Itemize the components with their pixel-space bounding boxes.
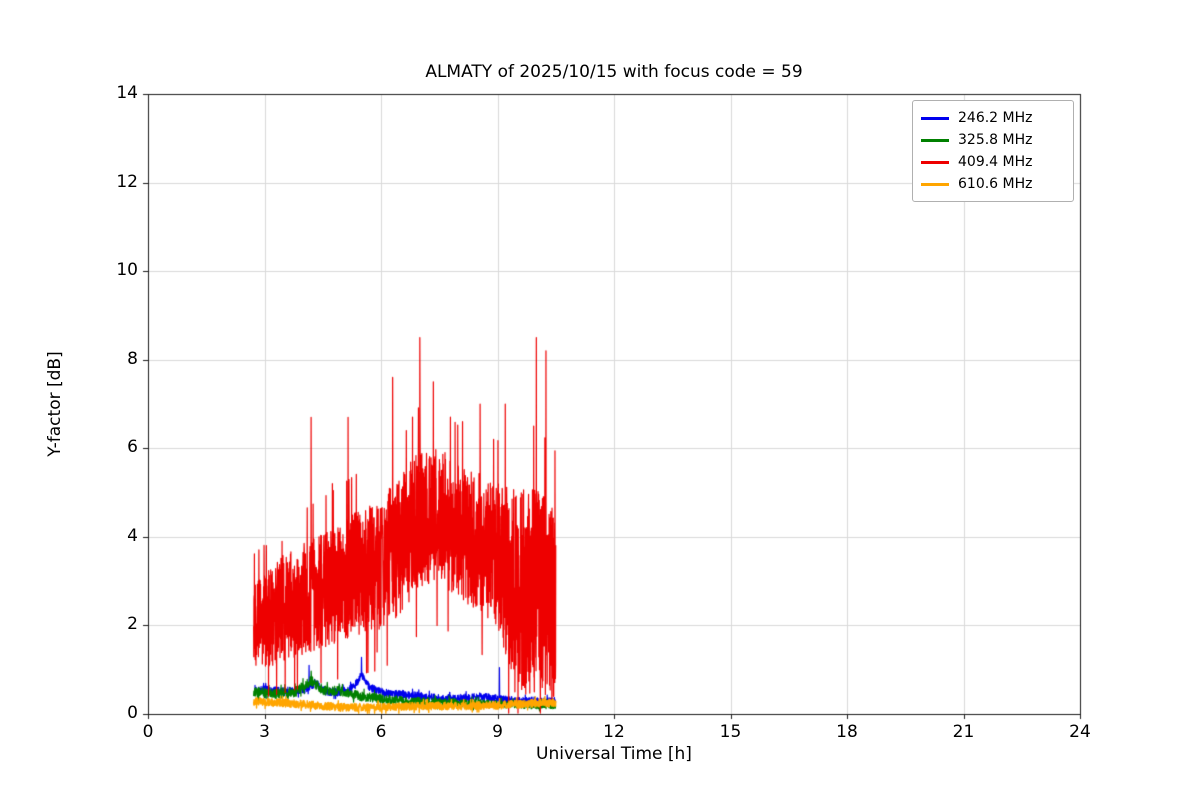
legend-label: 610.6 MHz xyxy=(958,176,1033,192)
x-tick-label: 12 xyxy=(603,722,625,742)
x-tick-label: 0 xyxy=(142,722,154,742)
x-tick-label: 18 xyxy=(836,722,858,742)
legend-label: 409.4 MHz xyxy=(958,154,1033,170)
legend-line-swatch xyxy=(921,116,949,120)
legend-line-swatch xyxy=(921,182,949,186)
x-tick-label: 6 xyxy=(375,722,387,742)
legend-label: 325.8 MHz xyxy=(958,132,1033,148)
legend-line-swatch xyxy=(921,160,949,164)
y-tick-label: 10 xyxy=(116,260,138,281)
legend-line-swatch xyxy=(921,138,949,142)
y-tick-label: 8 xyxy=(127,348,138,369)
legend-label: 246.2 MHz xyxy=(958,110,1033,126)
x-axis-label: Universal Time [h] xyxy=(536,744,692,764)
y-tick-label: 4 xyxy=(127,525,138,546)
chart-title: ALMATY of 2025/10/15 with focus code = 5… xyxy=(425,62,803,82)
x-tick-label: 9 xyxy=(492,722,503,742)
legend-item: 409.4 MHz xyxy=(921,151,1065,173)
x-tick-label: 21 xyxy=(952,722,975,742)
legend-item: 325.8 MHz xyxy=(921,129,1065,151)
legend-item: 610.6 MHz xyxy=(921,173,1065,195)
legend: 246.2 MHz 325.8 MHz 409.4 MHz 610.6 MHz xyxy=(912,100,1074,202)
y-tick-label: 14 xyxy=(116,83,138,103)
y-tick-label: 2 xyxy=(127,614,138,635)
y-tick-label: 6 xyxy=(127,437,138,458)
y-tick-label: 12 xyxy=(116,171,138,192)
y-axis-label: Y-factor [dB] xyxy=(45,351,65,457)
x-tick-label: 24 xyxy=(1069,722,1091,742)
x-tick-label: 3 xyxy=(259,722,270,742)
y-tick-label: 0 xyxy=(127,703,138,723)
x-tick-label: 15 xyxy=(719,722,742,742)
legend-item: 246.2 MHz xyxy=(921,107,1065,129)
